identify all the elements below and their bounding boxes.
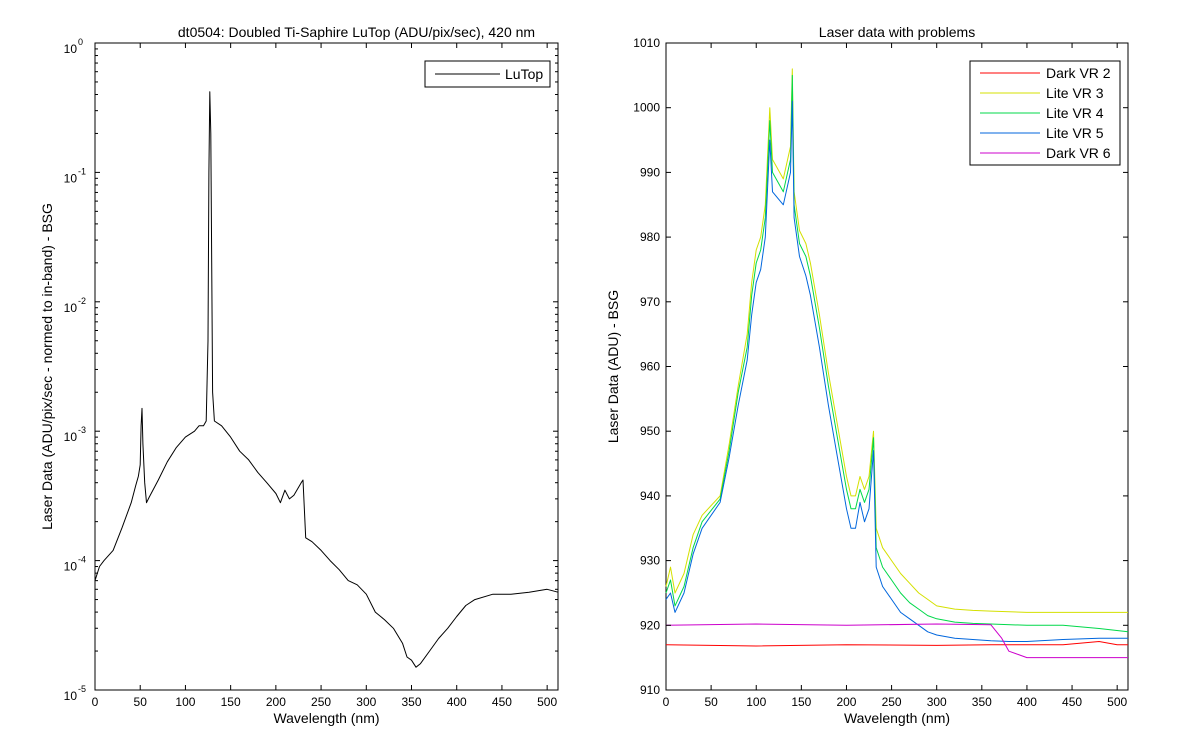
x-tick-label: 200 bbox=[266, 695, 286, 709]
x-tick-label: 500 bbox=[537, 695, 557, 709]
y-tick-label: 910 bbox=[640, 683, 660, 697]
y-tick-label: 1010 bbox=[633, 36, 660, 50]
y-tick-label: 920 bbox=[640, 618, 660, 632]
series-line-lite-vr-4 bbox=[665, 74, 1129, 633]
y-tick-label: 10 bbox=[64, 171, 78, 185]
right-x-axis-label: Wavelength (nm) bbox=[844, 710, 950, 726]
x-tick-label: 500 bbox=[1107, 695, 1127, 709]
x-tick-label: 100 bbox=[746, 695, 766, 709]
x-tick-label: 50 bbox=[134, 695, 148, 709]
y-tick-label: 940 bbox=[640, 489, 660, 503]
y-tick-label: 930 bbox=[640, 554, 660, 568]
y-tick-label: 950 bbox=[640, 424, 660, 438]
left-plot-area bbox=[94, 42, 559, 691]
left-chart-title: dt0504: Doubled Ti-Saphire LuTop (ADU/pi… bbox=[178, 24, 535, 40]
right-x-ticks: 0 50 100 150 200 250 300 350 400 450 500 bbox=[663, 43, 1128, 709]
x-tick-label: 200 bbox=[836, 695, 856, 709]
y-tick-label: 10 bbox=[64, 42, 78, 56]
left-legend: LuTop bbox=[424, 60, 551, 88]
legend-label: Lite VR 5 bbox=[1046, 125, 1104, 141]
x-tick-label: 350 bbox=[401, 695, 421, 709]
legend-label: LuTop bbox=[505, 66, 543, 82]
x-tick-label: 100 bbox=[175, 695, 195, 709]
y-tick-label: 960 bbox=[640, 360, 660, 374]
y-tick-exponent: -5 bbox=[78, 684, 86, 694]
legend-label: Dark VR 2 bbox=[1046, 65, 1111, 81]
y-tick-label: 10 bbox=[64, 301, 78, 315]
series-line-lite-vr-5 bbox=[665, 100, 1128, 642]
y-tick-label: 970 bbox=[640, 295, 660, 309]
y-tick-label: 1000 bbox=[633, 101, 660, 115]
x-tick-label: 450 bbox=[1062, 695, 1082, 709]
left-series-layer bbox=[94, 91, 559, 668]
right-y-ticks: 910 920 930 940 950 960 970 980 990 1000 1010 bbox=[633, 36, 1128, 697]
left-x-axis-label: Wavelength (nm) bbox=[273, 710, 379, 726]
x-tick-label: 50 bbox=[704, 695, 718, 709]
y-tick-label: 10 bbox=[64, 560, 78, 574]
legend-label: Lite VR 4 bbox=[1046, 105, 1104, 121]
series-line-dark-vr-6 bbox=[665, 623, 1128, 659]
x-tick-label: 400 bbox=[1017, 695, 1037, 709]
x-tick-label: 400 bbox=[447, 695, 467, 709]
series-line-dark-vr-2 bbox=[665, 641, 1128, 647]
x-tick-label: 0 bbox=[92, 695, 99, 709]
y-tick-exponent: -1 bbox=[78, 166, 86, 176]
series-line-lutop bbox=[94, 91, 559, 668]
x-tick-label: 250 bbox=[882, 695, 902, 709]
x-tick-label: 150 bbox=[791, 695, 811, 709]
x-tick-label: 450 bbox=[492, 695, 512, 709]
y-tick-label: 10 bbox=[64, 430, 78, 444]
y-tick-label: 10 bbox=[64, 689, 78, 703]
y-tick-exponent: 0 bbox=[78, 37, 83, 47]
y-tick-exponent: -4 bbox=[78, 555, 86, 565]
x-tick-label: 300 bbox=[356, 695, 376, 709]
y-tick-exponent: -2 bbox=[78, 296, 86, 306]
x-tick-label: 0 bbox=[663, 695, 670, 709]
right-chart-panel: 0 50 100 150 200 250 300 350 400 450 500 910 920 930… bbox=[605, 24, 1129, 726]
legend-label: Lite VR 3 bbox=[1046, 85, 1104, 101]
left-chart-panel: 0 50 100 150 200 250 300 350 400 450 500 10 -510 -41… bbox=[39, 24, 559, 726]
series-line-lite-vr-3 bbox=[665, 68, 1128, 613]
x-tick-label: 350 bbox=[972, 695, 992, 709]
right-y-axis-label: Laser Data (ADU) - BSG bbox=[605, 290, 621, 443]
y-tick-label: 980 bbox=[640, 230, 660, 244]
y-tick-label: 990 bbox=[640, 165, 660, 179]
y-tick-exponent: -3 bbox=[78, 425, 86, 435]
x-tick-label: 150 bbox=[221, 695, 241, 709]
x-tick-label: 250 bbox=[311, 695, 331, 709]
legend-label: Dark VR 6 bbox=[1046, 145, 1111, 161]
x-tick-label: 300 bbox=[927, 695, 947, 709]
right-chart-title: Laser data with problems bbox=[819, 24, 975, 40]
right-series-layer bbox=[665, 68, 1129, 659]
right-legend: Dark VR 2 Lite VR 3 Lite VR 4 Lite VR 5 Dark… bbox=[969, 60, 1121, 166]
left-y-axis-label: Laser Data (ADU/pix/sec - normed to in-b… bbox=[39, 203, 55, 530]
left-x-ticks: 0 50 100 150 200 250 300 350 400 450 500 bbox=[92, 43, 557, 709]
